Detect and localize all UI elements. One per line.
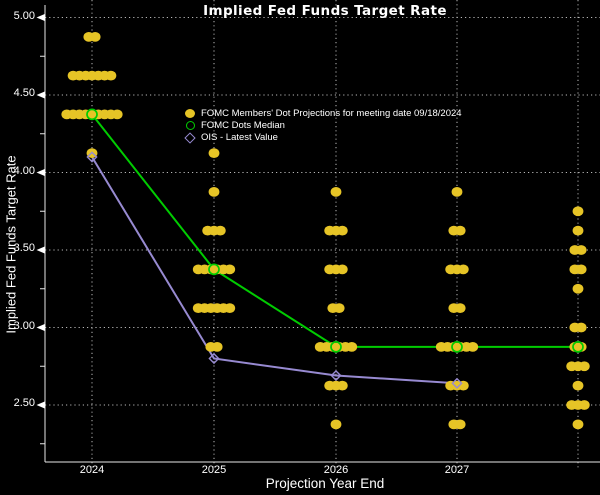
legend: FOMC Members' Dot Projections for meetin… bbox=[184, 107, 462, 144]
x-tick-label: 2026 bbox=[323, 464, 349, 476]
legend-item: FOMC Members' Dot Projections for meetin… bbox=[184, 107, 462, 119]
y-tick-label: 4.00 bbox=[13, 164, 35, 177]
fomc-dot bbox=[346, 341, 358, 352]
fomc-dot bbox=[105, 70, 117, 81]
median-circle-marker bbox=[572, 341, 584, 353]
chart-title: Implied Fed Funds Target Rate bbox=[203, 3, 447, 19]
y-tick-label: 5.00 bbox=[13, 9, 35, 22]
fomc-dot bbox=[575, 264, 587, 275]
fomc-dot bbox=[578, 400, 590, 410]
fomc-dot bbox=[208, 186, 220, 197]
y-tick-arrow-icon bbox=[36, 13, 45, 22]
fomc-dot bbox=[336, 225, 348, 236]
legend-item-label: FOMC Dots Median bbox=[201, 120, 285, 132]
fomc-dot bbox=[451, 186, 463, 197]
fomc-dot bbox=[224, 303, 236, 314]
fomc-dot bbox=[333, 303, 345, 314]
legend-item: OIS - Latest Value bbox=[184, 132, 462, 144]
median-circle-marker bbox=[86, 108, 98, 121]
fomc-dot bbox=[111, 109, 123, 120]
ois-diamond-marker bbox=[330, 369, 342, 382]
fomc-dot bbox=[224, 264, 236, 275]
fomc-dot bbox=[575, 322, 587, 333]
ois-diamond-marker bbox=[86, 151, 98, 163]
fomc-dot bbox=[89, 31, 101, 42]
fomc-dot bbox=[467, 341, 479, 352]
filled-circle-icon bbox=[184, 108, 196, 118]
x-tick-label: 2025 bbox=[201, 464, 227, 476]
fomc-dot bbox=[572, 380, 584, 391]
fomc-dot bbox=[211, 341, 223, 352]
x-tick-label: 2024 bbox=[79, 464, 105, 476]
y-tick-label: 2.50 bbox=[13, 397, 35, 409]
fomc-dot bbox=[572, 225, 584, 236]
median-circle-marker bbox=[330, 341, 342, 353]
median-circle-marker bbox=[208, 263, 220, 276]
y-tick-arrow-icon bbox=[36, 246, 45, 254]
ois-diamond-marker bbox=[451, 377, 463, 389]
y-tick-arrow-icon bbox=[36, 91, 45, 99]
fomc-dot bbox=[575, 245, 587, 255]
y-tick-label: 4.50 bbox=[13, 87, 35, 99]
x-axis-title: Projection Year End bbox=[265, 476, 385, 491]
fomc-dot bbox=[330, 419, 342, 430]
y-tick-label: 3.00 bbox=[13, 319, 35, 332]
legend-item-label: OIS - Latest Value bbox=[201, 132, 278, 144]
fomc-dot bbox=[330, 186, 342, 197]
legend-item: FOMC Dots Median bbox=[184, 119, 462, 131]
fomc-dot bbox=[208, 148, 220, 159]
fomc-dot bbox=[457, 264, 469, 275]
y-tick-arrow-icon bbox=[36, 168, 45, 177]
fomc-dot bbox=[454, 303, 466, 314]
y-tick-arrow-icon bbox=[36, 401, 45, 409]
fomc-dot bbox=[572, 206, 584, 217]
ois-line bbox=[91, 156, 458, 385]
y-tick-arrow-icon bbox=[36, 323, 45, 332]
legend-item-label: FOMC Members' Dot Projections for meetin… bbox=[201, 107, 462, 119]
y-tick-label: 3.50 bbox=[13, 242, 35, 254]
fomc-dot bbox=[572, 419, 584, 430]
open-diamond-icon bbox=[184, 132, 196, 144]
fomc-dot bbox=[336, 264, 348, 275]
x-tick-label: 2027 bbox=[444, 464, 470, 476]
fomc-dot bbox=[575, 341, 587, 352]
open-circle-icon bbox=[184, 121, 196, 131]
fomc-dot bbox=[578, 361, 590, 372]
fomc-dot bbox=[454, 419, 466, 430]
fomc-dot bbox=[336, 380, 348, 391]
fomc-dot bbox=[454, 225, 466, 236]
ois-diamond-marker bbox=[208, 352, 220, 365]
fomc-dot bbox=[214, 225, 226, 236]
fomc-dot bbox=[572, 283, 584, 294]
median-circle-marker bbox=[451, 341, 463, 353]
